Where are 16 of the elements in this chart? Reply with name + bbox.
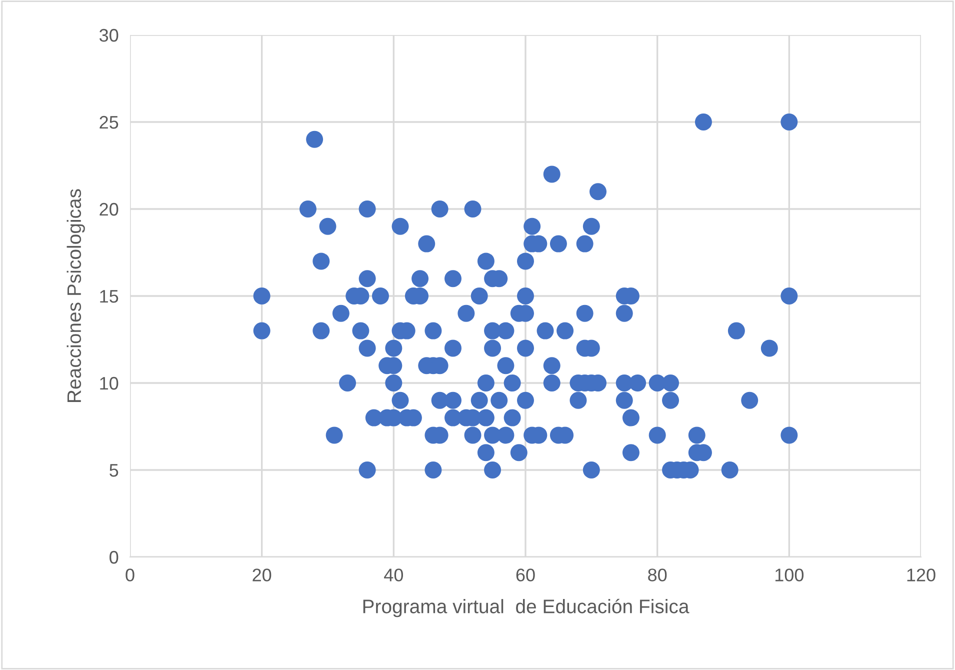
y-tick-label: 20 <box>100 202 118 216</box>
x-tick-label: 120 <box>907 568 936 582</box>
y-tick-label: 30 <box>99 28 118 42</box>
x-tick-label: 20 <box>252 568 272 582</box>
y-axis-title: Reacciones Psicologicas <box>66 189 85 402</box>
x-tick-label: 0 <box>126 568 134 582</box>
x-tick-label: 100 <box>775 568 804 582</box>
x-tick-label: 60 <box>516 568 535 582</box>
x-axis-title: Programa virtual de Educación Fisica <box>363 598 690 618</box>
y-tick-label: 10 <box>100 376 118 390</box>
y-tick-label: 15 <box>100 290 118 303</box>
y-tick-label: 5 <box>110 464 118 477</box>
x-tick-label: 40 <box>384 568 404 582</box>
y-tick-label: 25 <box>100 116 118 129</box>
x-tick-label: 80 <box>648 568 667 582</box>
y-tick-label: 0 <box>110 550 118 564</box>
